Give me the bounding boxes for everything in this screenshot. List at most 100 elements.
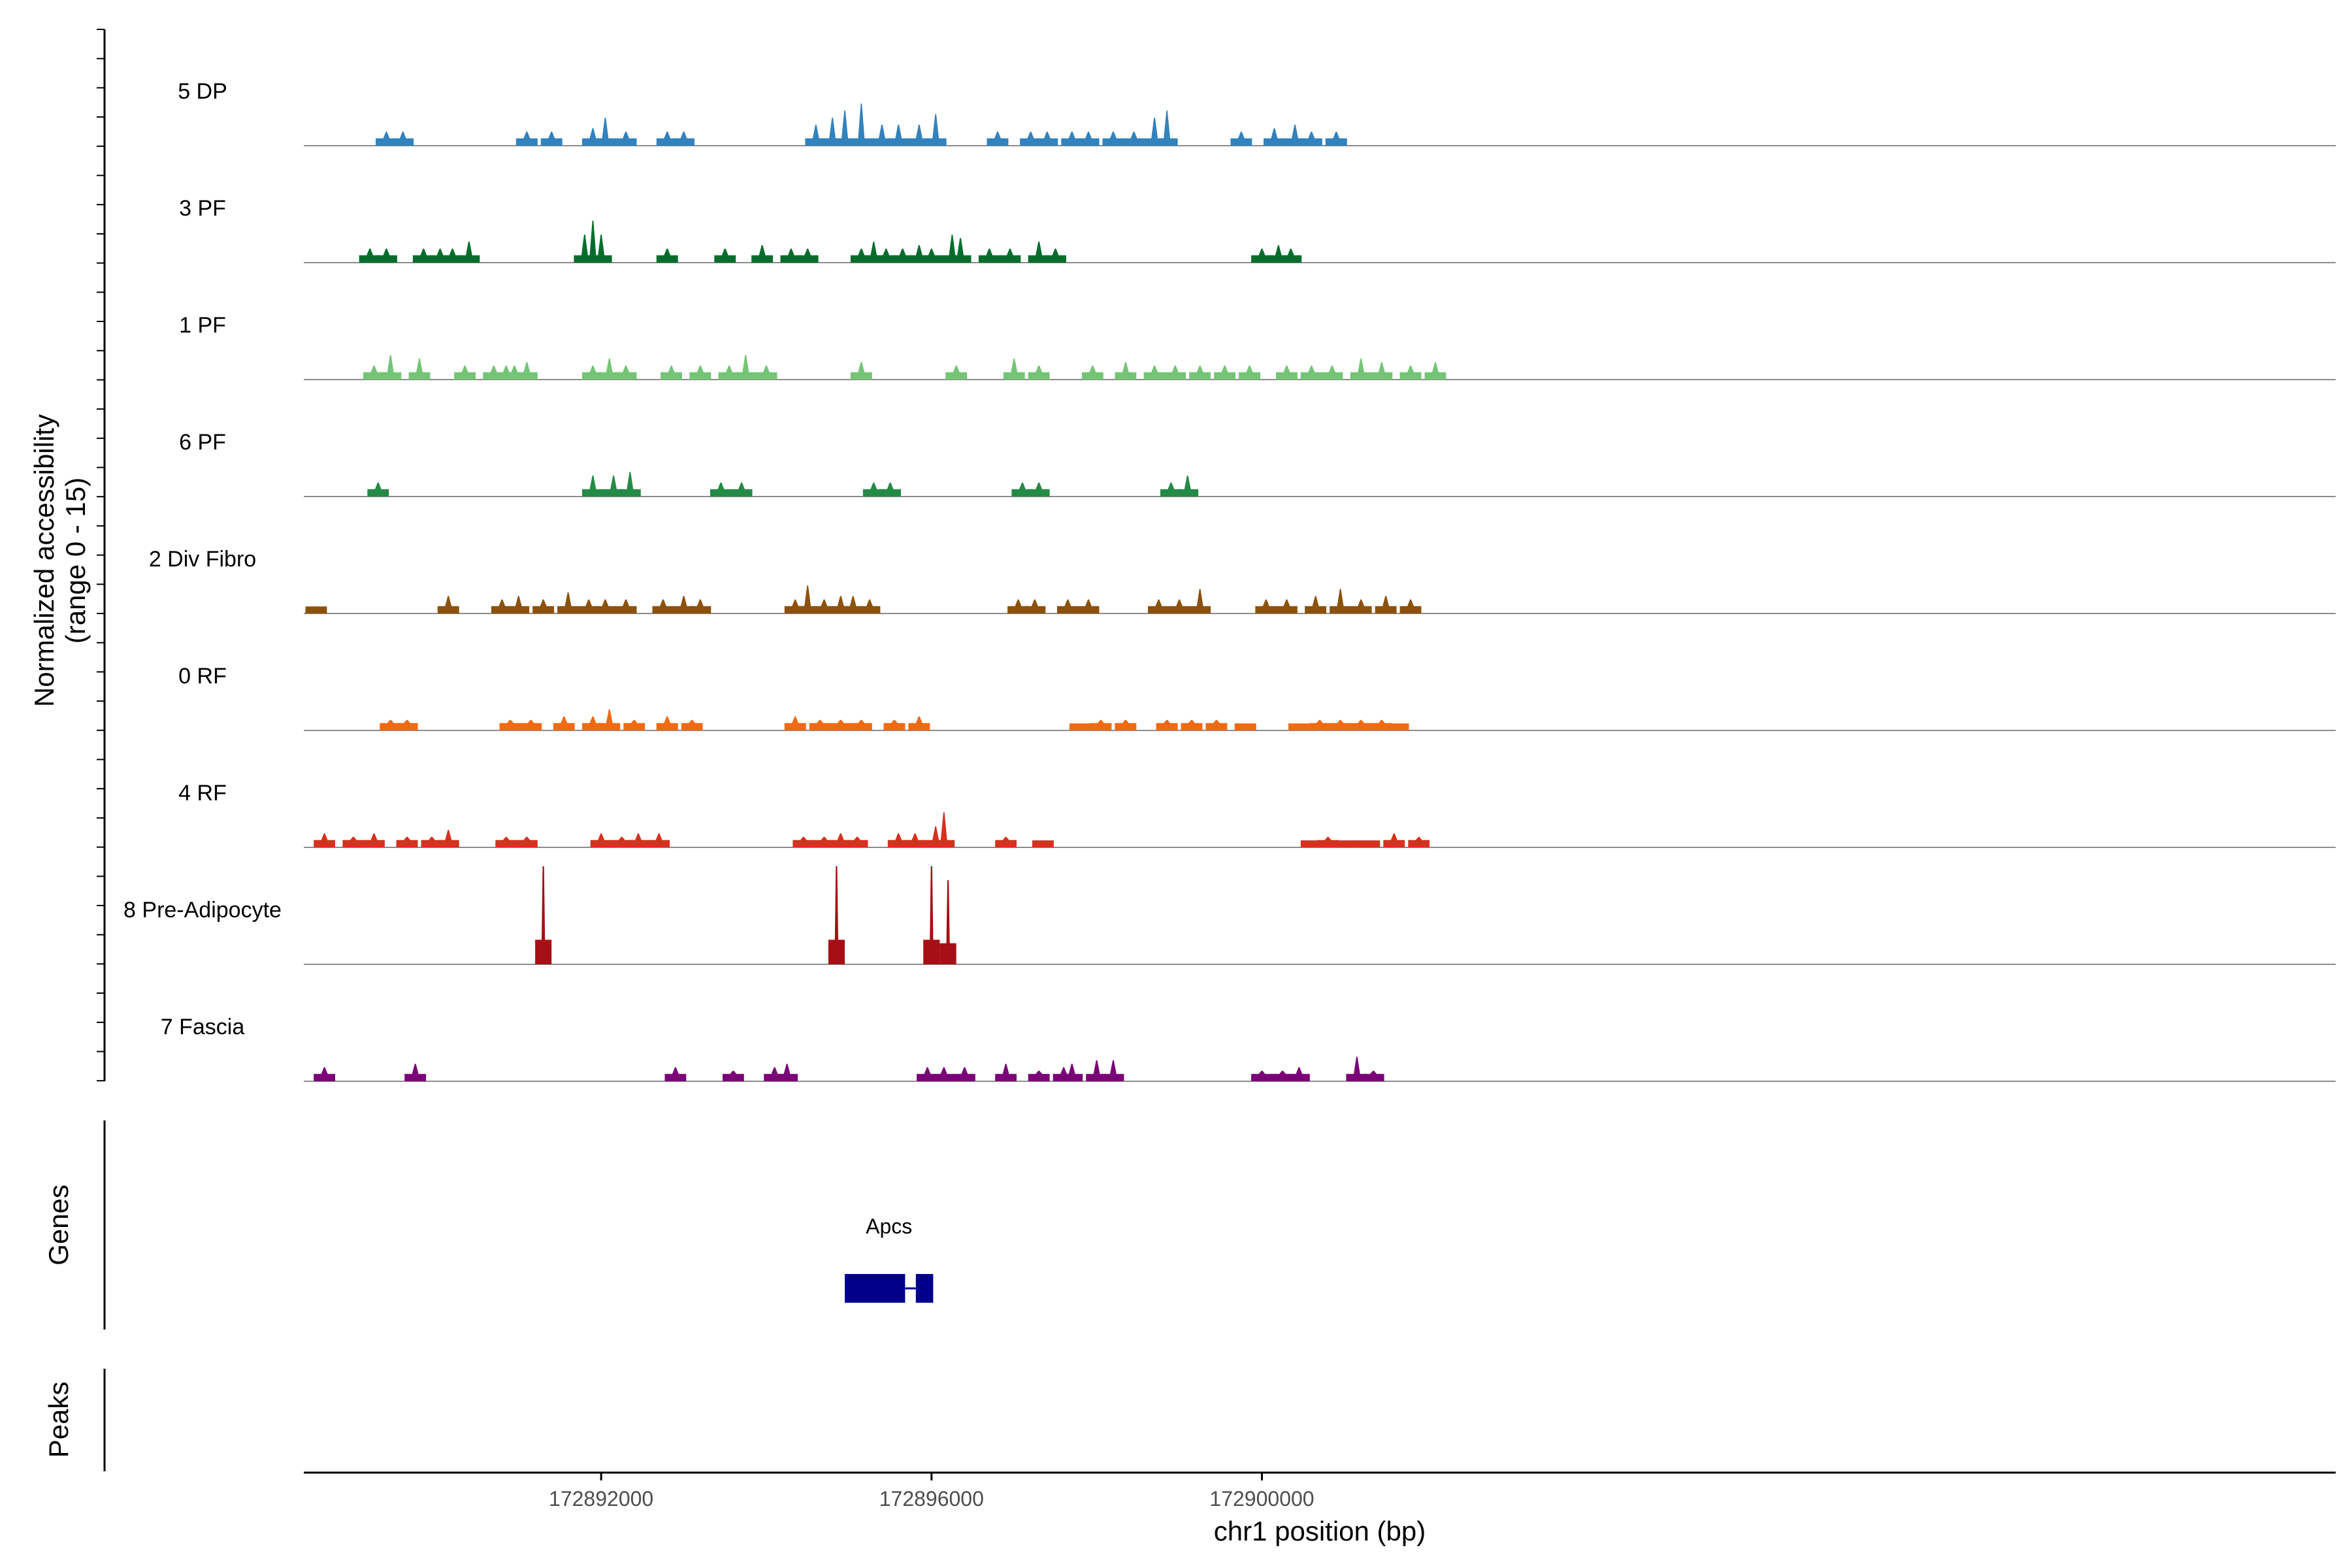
coverage-peak xyxy=(1115,362,1137,380)
track-4-rf: 4 RF xyxy=(178,781,2336,848)
coverage-peak xyxy=(314,833,335,847)
coverage-peak xyxy=(1371,719,1393,730)
coverage-peak xyxy=(780,248,802,263)
coverage-peak xyxy=(1387,723,1409,730)
coverage-peak xyxy=(792,836,815,847)
coverage-peak xyxy=(376,131,397,146)
coverage-peak xyxy=(396,836,418,847)
coverage-peak xyxy=(1181,719,1203,730)
coverage-peak xyxy=(917,1067,938,1081)
coverage-peak xyxy=(615,365,637,380)
coverage-peak xyxy=(595,599,616,613)
coverage-peak xyxy=(987,131,1009,146)
coverage-peak xyxy=(582,475,604,497)
track-7-fascia: 7 Fascia xyxy=(161,1015,2336,1082)
coverage-peak xyxy=(945,365,968,380)
coverage-peak xyxy=(1011,482,1034,497)
coverage-peak xyxy=(1251,1070,1273,1081)
coverage-peak xyxy=(1350,719,1372,730)
coverage-peak xyxy=(999,248,1021,263)
coverage-peak xyxy=(1028,365,1050,380)
x-tick-label: 172900000 xyxy=(1209,1487,1314,1511)
coverage-peak xyxy=(1305,596,1327,613)
coverage-peak xyxy=(515,836,538,847)
track-label: 6 PF xyxy=(179,430,226,455)
coverage-peak xyxy=(1077,599,1100,613)
coverage-peak xyxy=(392,131,414,146)
track-3-pf: 3 PF xyxy=(179,196,2336,263)
coverage-peak xyxy=(661,365,682,380)
gene-exon xyxy=(915,1274,934,1303)
gene-exon xyxy=(845,1274,906,1303)
coverage-peak xyxy=(842,596,864,613)
coverage-peak xyxy=(953,1067,975,1081)
coverage-peak xyxy=(396,719,418,730)
coverage-peak xyxy=(1069,723,1091,730)
coverage-peak xyxy=(598,709,621,730)
coverage-peak xyxy=(1164,365,1186,380)
coverage-peak xyxy=(784,716,806,730)
coverage-peak xyxy=(1045,248,1066,263)
coverage-peak xyxy=(734,355,757,380)
coverage-peak xyxy=(755,365,777,380)
coverage-peak xyxy=(1383,833,1405,847)
gene-track: Apcs xyxy=(845,1215,934,1303)
coverage-peak xyxy=(1276,365,1298,380)
coverage-peak xyxy=(1061,1064,1083,1081)
coverage-peak xyxy=(1123,131,1145,146)
coverage-peak xyxy=(1028,241,1050,263)
coverage-peak xyxy=(1148,599,1169,613)
coverage-peak xyxy=(1350,599,1372,613)
coverage-peak xyxy=(1317,836,1339,847)
coverage-peak xyxy=(380,719,402,730)
coverage-peak xyxy=(1028,1070,1050,1081)
track-2-div-fibro: 2 Div Fibro xyxy=(149,547,2336,614)
coverage-peak xyxy=(933,812,955,847)
coverage-peak xyxy=(1156,719,1178,730)
peaks-panel-label: Peaks xyxy=(43,1382,74,1458)
x-tick-label: 172896000 xyxy=(879,1487,984,1511)
coverage-peak xyxy=(830,719,852,730)
tracks-group: 5 DP 3 PF 1 PF 6 PF 2 Div Fibro 0 RF 4 RF 8 Pre… xyxy=(123,79,2336,1082)
coverage-peak xyxy=(892,248,913,263)
coverage-peak xyxy=(1007,599,1029,613)
coverage-peak xyxy=(995,1064,1017,1081)
coverage-peak xyxy=(557,592,579,613)
coverage-peak xyxy=(834,110,856,146)
coverage-peak xyxy=(689,365,711,380)
coverage-peak xyxy=(499,719,521,730)
coverage-peak xyxy=(442,248,463,263)
coverage-peak xyxy=(1325,131,1347,146)
coverage-peak xyxy=(723,1070,744,1081)
coverage-peak xyxy=(1375,596,1397,613)
coverage-peak xyxy=(995,836,1017,847)
coverage-peak xyxy=(673,131,694,146)
coverage-peak xyxy=(862,482,885,497)
coverage-peak xyxy=(1276,599,1298,613)
coverage-peak xyxy=(871,124,893,146)
coverage-peak xyxy=(1424,362,1446,380)
track-6-pf: 6 PF xyxy=(179,430,2336,497)
coverage-peak xyxy=(553,716,575,730)
coverage-peak xyxy=(1003,358,1025,380)
coverage-peak xyxy=(908,716,930,730)
x-axis-title: chr1 position (bp) xyxy=(1214,1516,1426,1546)
coverage-peak xyxy=(421,836,443,847)
coverage-peak xyxy=(1300,365,1322,380)
coverage-peak xyxy=(363,833,385,847)
coverage-peak xyxy=(520,719,542,730)
coverage-peak xyxy=(805,124,827,146)
coverage-peak xyxy=(1143,365,1166,380)
coverage-peak xyxy=(1371,362,1393,380)
coverage-peak xyxy=(458,241,480,263)
coverage-peak xyxy=(305,606,327,613)
coverage-peak xyxy=(495,836,517,847)
gene-apcs: Apcs xyxy=(845,1215,934,1303)
track-8-pre-adipocyte: 8 Pre-Adipocyte xyxy=(123,866,2336,965)
coverage-peak xyxy=(380,355,402,380)
coverage-peak xyxy=(813,836,835,847)
coverage-peak xyxy=(978,248,1000,263)
coverage-peak xyxy=(619,472,641,497)
coverage-peak xyxy=(367,482,389,497)
